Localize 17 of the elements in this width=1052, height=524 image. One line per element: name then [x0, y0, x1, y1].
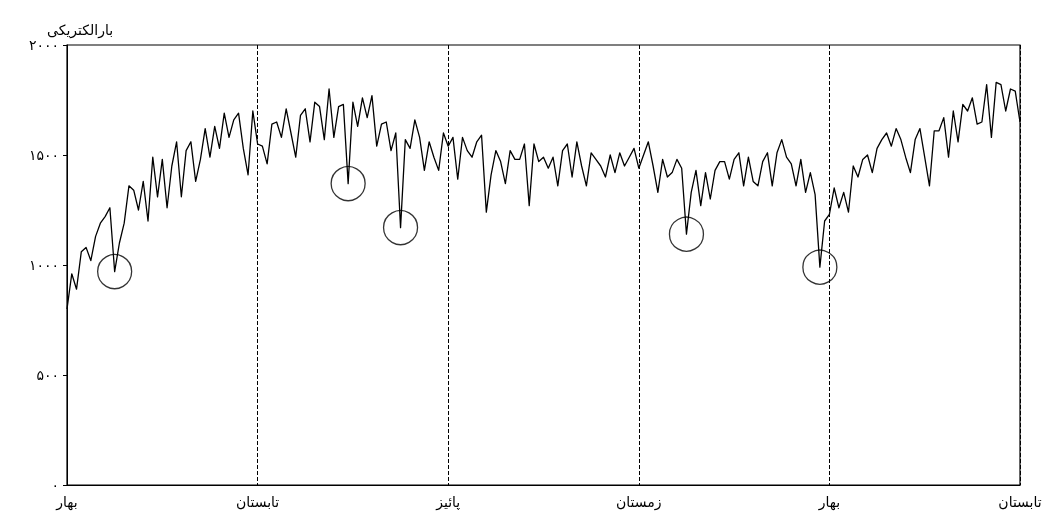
point [97, 253, 133, 290]
x-tick-label: پائیز [435, 494, 461, 511]
point [330, 165, 366, 202]
point [802, 249, 838, 285]
x-tick-label: تابستان [998, 494, 1042, 510]
y-tick-label: ۱۰۰۰ [28, 257, 59, 273]
y-tick-label: ۵۰۰ [36, 367, 59, 383]
y-tick-label: ۱۵۰۰ [28, 147, 59, 163]
y-tick-label: ۲۰۰۰ [28, 37, 59, 53]
x-tick-label: زمستان [616, 494, 662, 511]
x-tick-label: بهار [817, 494, 841, 511]
x-tick-label: بهار [55, 494, 78, 511]
point [668, 216, 705, 252]
point [382, 209, 419, 246]
x-tick-label: تابستان [235, 494, 280, 510]
y-tick-label: ۰ [51, 477, 59, 493]
y-axis-title: بارالکتریکی [47, 22, 114, 39]
